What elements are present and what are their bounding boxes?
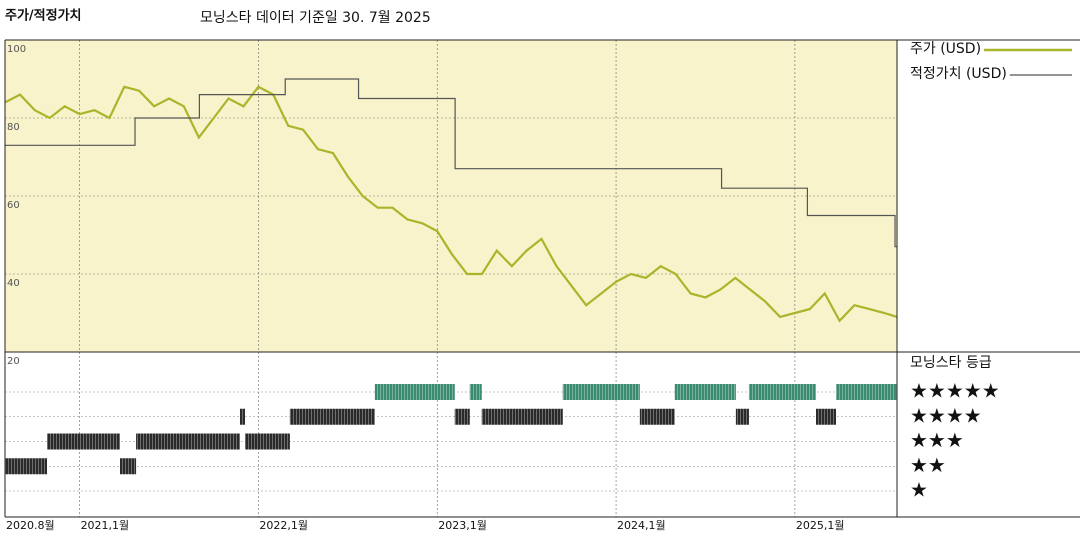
rating-bar — [244, 433, 290, 450]
marks — [4, 78, 898, 475]
rating-label: ★★★★ — [910, 403, 982, 427]
chart-title: 모닝스타 데이터 기준일 30. 7월 2025 — [200, 10, 431, 26]
y-tick-label: 20 — [7, 356, 20, 367]
series-line — [5, 78, 897, 248]
y-tick-label: 40 — [7, 278, 20, 289]
rating-bar — [239, 408, 245, 425]
rating-bar — [836, 384, 897, 400]
rating-bar — [481, 408, 563, 425]
rating-label: ★★★★★ — [910, 379, 1000, 403]
rating-bar — [454, 408, 470, 425]
rating-bar — [47, 433, 120, 450]
rating-bar — [289, 408, 375, 425]
x-tick-label: 2020.8월 — [6, 519, 55, 532]
rating-bar — [469, 384, 482, 400]
rating-bar — [639, 408, 675, 425]
rating-bar — [119, 458, 137, 475]
rating-label: ★ — [910, 478, 928, 502]
rating-label: ★★ — [910, 453, 946, 477]
legend-label: 주가 (USD) — [910, 41, 981, 57]
legend: ★★★★★★★★★★★★★★★주가 (USD)적정가치 (USD) — [910, 41, 1072, 502]
rating-bar — [674, 384, 736, 400]
panel-title: 주가/적정가치 — [5, 8, 82, 24]
rating-bar — [815, 408, 837, 425]
rating-bar — [748, 384, 816, 400]
x-tick-label: 2025,1월 — [796, 519, 845, 532]
grid: 100 80 60 40 20 2020.8월 2021,1월 2022,1월 2023,1월 2… — [5, 39, 897, 532]
y-tick-label: 100 — [7, 44, 26, 55]
x-tick-label: 2023,1월 — [438, 519, 487, 532]
rating-title: 모닝스타 등급 — [910, 355, 992, 371]
rating-bar — [5, 458, 48, 475]
rating-label: ★★★ — [910, 428, 964, 452]
series-line — [4, 85, 898, 323]
legend-label: 적정가치 (USD) — [910, 66, 1007, 82]
rating-bar — [136, 433, 240, 450]
rating-bar — [562, 384, 640, 400]
x-tick-label: 2024,1월 — [617, 519, 666, 532]
rating-bar — [735, 408, 749, 425]
y-tick-label: 60 — [7, 200, 20, 211]
y-tick-label: 80 — [7, 122, 20, 133]
x-tick-label: 2022,1월 — [259, 519, 308, 532]
x-tick-label: 2021,1월 — [81, 519, 130, 532]
rating-bar — [374, 384, 455, 400]
